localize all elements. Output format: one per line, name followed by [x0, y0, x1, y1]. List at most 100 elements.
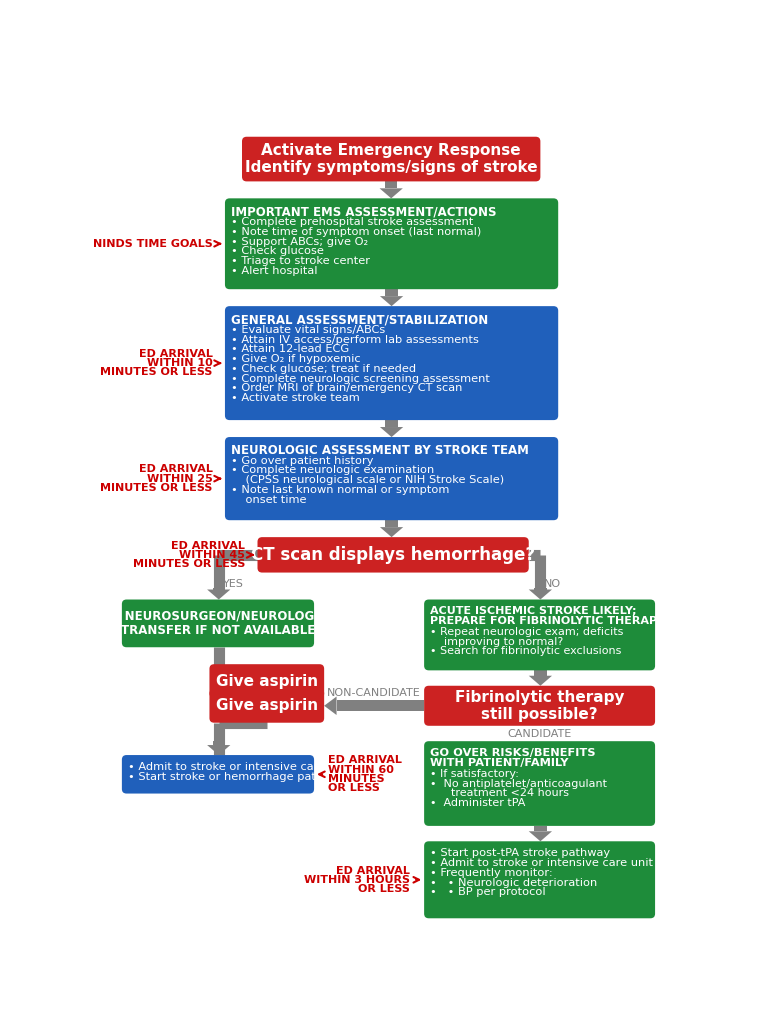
Text: treatment <24 hours: treatment <24 hours	[431, 788, 569, 799]
Text: • Admit to stroke or intensive care unit: • Admit to stroke or intensive care unit	[431, 858, 653, 868]
Text: CANDIDATE: CANDIDATE	[507, 729, 572, 739]
Text: • Check glucose; treat if needed: • Check glucose; treat if needed	[231, 364, 416, 374]
Text: YES: YES	[223, 579, 243, 589]
FancyBboxPatch shape	[424, 842, 655, 919]
Text: •   • Neurologic deterioration: • • Neurologic deterioration	[431, 878, 597, 888]
Text: • Attain IV access/perform lab assessments: • Attain IV access/perform lab assessmen…	[231, 335, 479, 344]
Text: ED ARRIVAL: ED ARRIVAL	[139, 464, 212, 474]
Text: ED ARRIVAL: ED ARRIVAL	[328, 756, 402, 766]
Text: WITHIN 60: WITHIN 60	[328, 765, 394, 775]
Text: MINUTES OR LESS: MINUTES OR LESS	[100, 483, 212, 493]
Text: Give aspirin: Give aspirin	[216, 674, 318, 688]
Polygon shape	[324, 696, 337, 715]
Text: (CPSS neurological scale or NIH Stroke Scale): (CPSS neurological scale or NIH Stroke S…	[231, 475, 504, 485]
FancyBboxPatch shape	[424, 686, 655, 726]
Text: onset time: onset time	[231, 495, 307, 505]
Text: OR LESS: OR LESS	[328, 783, 380, 794]
FancyBboxPatch shape	[424, 741, 655, 826]
Text: • Repeat neurologic exam; deficits: • Repeat neurologic exam; deficits	[431, 627, 624, 637]
Text: • Give O₂ if hypoxemic: • Give O₂ if hypoxemic	[231, 354, 361, 365]
Text: WITHIN 45: WITHIN 45	[179, 550, 245, 560]
Text: • Evaluate vital signs/ABCs: • Evaluate vital signs/ABCs	[231, 325, 385, 335]
FancyBboxPatch shape	[258, 538, 529, 572]
Polygon shape	[207, 745, 230, 755]
Text: MINUTES OR LESS: MINUTES OR LESS	[100, 368, 212, 378]
Text: SEE NEUROSURGEON/NEUROLOGIST;
TRANSFER IF NOT AVAILABLE: SEE NEUROSURGEON/NEUROLOGIST; TRANSFER I…	[96, 609, 340, 637]
Text: • Attain 12-lead ECG: • Attain 12-lead ECG	[231, 344, 349, 354]
FancyBboxPatch shape	[225, 306, 558, 420]
FancyBboxPatch shape	[122, 599, 314, 647]
Text: GO OVER RISKS/BENEFITS: GO OVER RISKS/BENEFITS	[431, 749, 596, 758]
Bar	[385, 520, 398, 527]
Text: ED ARRIVAL: ED ARRIVAL	[171, 541, 245, 551]
Polygon shape	[380, 427, 403, 437]
Text: • Start post-tPA stroke pathway: • Start post-tPA stroke pathway	[431, 848, 610, 858]
Text: •  No antiplatelet/anticoagulant: • No antiplatelet/anticoagulant	[431, 779, 607, 788]
Polygon shape	[380, 527, 403, 538]
FancyBboxPatch shape	[209, 665, 324, 698]
Text: Activate Emergency Response
Identify symptoms/signs of stroke: Activate Emergency Response Identify sym…	[245, 143, 537, 175]
Text: WITHIN 25: WITHIN 25	[147, 474, 212, 483]
Text: • Frequently monitor:: • Frequently monitor:	[431, 867, 553, 878]
Text: • Admit to stroke or intensive care unit: • Admit to stroke or intensive care unit	[128, 762, 351, 772]
Bar	[534, 826, 547, 831]
Text: • Search for fibrinolytic exclusions: • Search for fibrinolytic exclusions	[431, 646, 622, 656]
Text: IMPORTANT EMS ASSESSMENT/ACTIONS: IMPORTANT EMS ASSESSMENT/ACTIONS	[231, 205, 496, 218]
Text: • Note last known normal or symptom: • Note last known normal or symptom	[231, 485, 449, 495]
Bar	[534, 588, 547, 590]
Text: ED ARRIVAL: ED ARRIVAL	[139, 349, 212, 358]
Text: • Start stroke or hemorrhage pathway: • Start stroke or hemorrhage pathway	[128, 772, 346, 781]
Text: GENERAL ASSESSMENT/STABILIZATION: GENERAL ASSESSMENT/STABILIZATION	[231, 313, 488, 326]
Text: • Note time of symptom onset (last normal): • Note time of symptom onset (last norma…	[231, 226, 481, 237]
Text: • Support ABCs; give O₂: • Support ABCs; give O₂	[231, 237, 368, 247]
Text: WITHIN 3 HOURS: WITHIN 3 HOURS	[304, 874, 410, 885]
Text: •  Administer tPA: • Administer tPA	[431, 798, 526, 808]
Text: Fibrinolytic therapy
still possible?: Fibrinolytic therapy still possible?	[455, 689, 625, 722]
Bar	[212, 741, 225, 745]
Polygon shape	[529, 676, 552, 686]
Text: PREPARE FOR FIBRINOLYTIC THERAPY: PREPARE FOR FIBRINOLYTIC THERAPY	[431, 616, 666, 626]
Text: • Triage to stroke center: • Triage to stroke center	[231, 256, 370, 266]
Bar	[212, 588, 225, 590]
Polygon shape	[529, 590, 552, 599]
FancyBboxPatch shape	[225, 437, 558, 520]
Bar	[385, 181, 397, 188]
FancyBboxPatch shape	[242, 137, 540, 181]
Polygon shape	[207, 590, 230, 599]
Text: • Order MRI of brain/emergency CT scan: • Order MRI of brain/emergency CT scan	[231, 383, 462, 393]
Text: ACUTE ISCHEMIC STROKE LIKELY;: ACUTE ISCHEMIC STROKE LIKELY;	[431, 606, 637, 616]
Text: NINDS TIME GOALS: NINDS TIME GOALS	[92, 239, 212, 249]
Bar	[534, 671, 547, 676]
Polygon shape	[380, 296, 403, 306]
Text: •   • BP per protocol: • • BP per protocol	[431, 888, 546, 897]
Text: NON-CANDIDATE: NON-CANDIDATE	[327, 688, 421, 698]
Text: MINUTES OR LESS: MINUTES OR LESS	[133, 559, 245, 569]
Polygon shape	[529, 831, 552, 842]
Text: CT scan displays hemorrhage?: CT scan displays hemorrhage?	[251, 546, 535, 564]
Text: improving to normal?: improving to normal?	[431, 637, 564, 646]
Bar	[385, 420, 398, 427]
Bar	[337, 700, 424, 711]
Text: WITHIN 10: WITHIN 10	[147, 358, 212, 368]
Text: OR LESS: OR LESS	[359, 884, 410, 894]
FancyBboxPatch shape	[225, 199, 558, 289]
FancyBboxPatch shape	[122, 755, 314, 794]
Text: • If satisfactory:: • If satisfactory:	[431, 769, 519, 779]
Text: • Go over patient history: • Go over patient history	[231, 456, 374, 466]
Bar	[385, 289, 398, 296]
Text: • Check glucose: • Check glucose	[231, 247, 324, 256]
Text: NO: NO	[544, 579, 562, 589]
Text: Give aspirin: Give aspirin	[216, 698, 318, 714]
FancyBboxPatch shape	[424, 599, 655, 671]
Polygon shape	[380, 188, 402, 199]
FancyBboxPatch shape	[209, 689, 324, 723]
Text: ED ARRIVAL: ED ARRIVAL	[337, 865, 410, 876]
Text: MINUTES: MINUTES	[328, 774, 384, 784]
Text: NEUROLOGIC ASSESSMENT BY STROKE TEAM: NEUROLOGIC ASSESSMENT BY STROKE TEAM	[231, 444, 529, 457]
Text: • Alert hospital: • Alert hospital	[231, 266, 318, 275]
Text: • Activate stroke team: • Activate stroke team	[231, 393, 360, 403]
Text: • Complete prehospital stroke assessment: • Complete prehospital stroke assessment	[231, 217, 474, 227]
Text: • Complete neurologic examination: • Complete neurologic examination	[231, 466, 434, 475]
Text: • Complete neurologic screening assessment: • Complete neurologic screening assessme…	[231, 374, 490, 384]
Text: WITH PATIENT/FAMILY: WITH PATIENT/FAMILY	[431, 758, 568, 768]
